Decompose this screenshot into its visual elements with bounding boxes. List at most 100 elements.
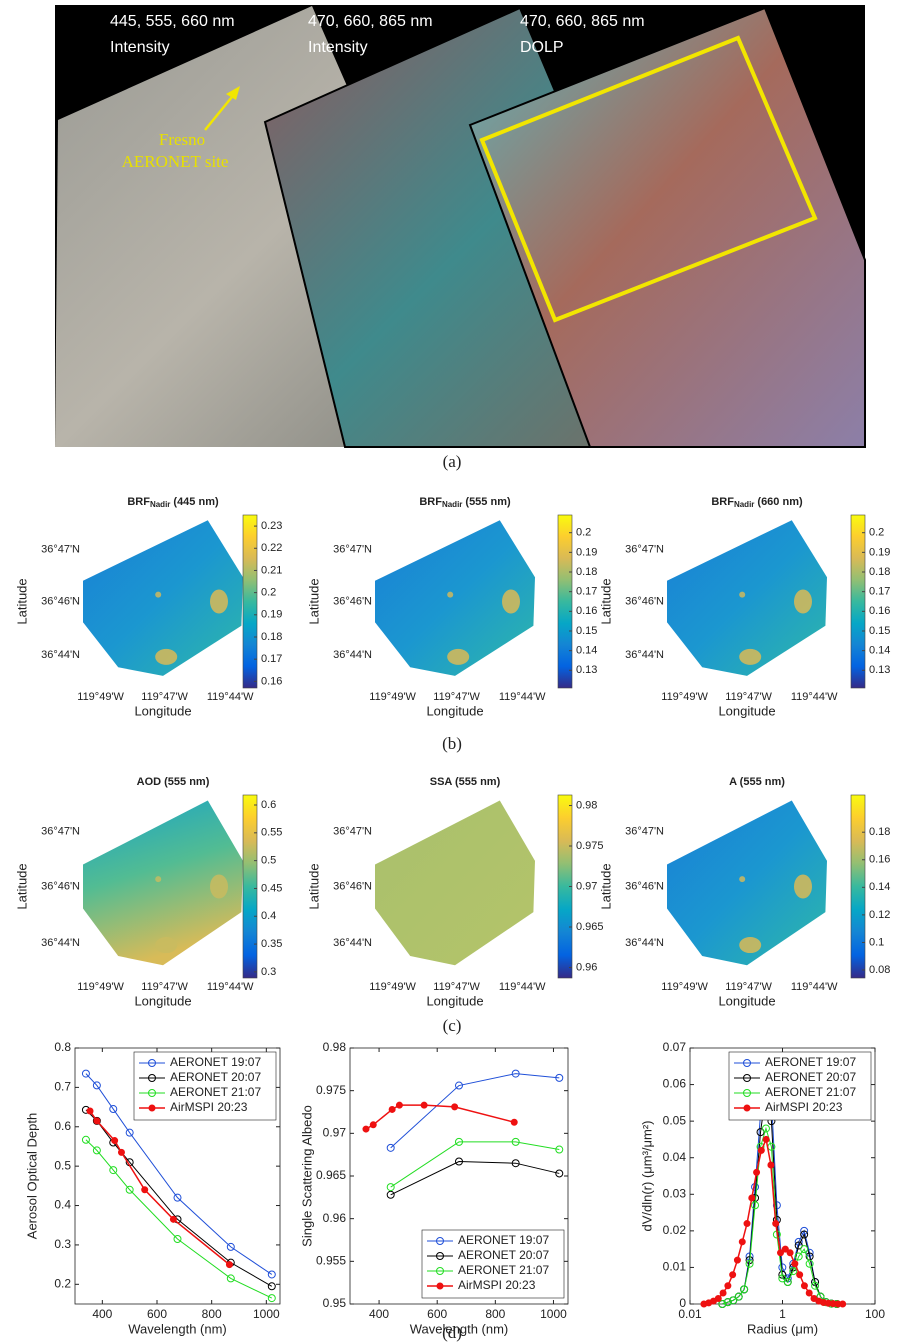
x-tick-label: 400 xyxy=(92,1307,112,1321)
data-point xyxy=(738,1238,746,1246)
lon-label: 119°49'W xyxy=(369,691,416,703)
data-point xyxy=(729,1271,737,1279)
data-point xyxy=(786,1249,794,1257)
data-point xyxy=(169,1215,177,1223)
colorbar-tick-label: 0.19 xyxy=(576,546,597,558)
map-feature xyxy=(739,648,762,665)
lon-label: 119°44'W xyxy=(791,981,838,993)
colorbar-tick-label: 0.21 xyxy=(261,564,282,576)
data-point xyxy=(92,1146,101,1155)
colorbar-tick-label: 0.17 xyxy=(869,586,890,598)
colorbar-tick-label: 0.16 xyxy=(576,605,597,617)
data-point xyxy=(369,1121,377,1129)
map-title-text: BRF xyxy=(419,496,442,508)
legend-marker xyxy=(436,1282,444,1290)
x-axis-label: Wavelength (nm) xyxy=(410,1321,509,1336)
lat-label: 36°47'N xyxy=(333,826,372,838)
colorbar-tick-label: 0.4 xyxy=(261,910,276,922)
data-point xyxy=(109,1105,118,1114)
map-title-text: A (555 nm) xyxy=(729,776,785,788)
site-label: Fresno xyxy=(159,130,205,149)
y-tick-label: 0.02 xyxy=(663,1223,687,1237)
colorbar-tick-label: 0.18 xyxy=(576,566,597,578)
data-point xyxy=(800,1245,809,1254)
legend-label: AERONET 19:07 xyxy=(170,1055,261,1069)
data-point xyxy=(386,1143,395,1152)
panel-label: (c) xyxy=(443,1016,462,1035)
colorbar-tick-label: 0.23 xyxy=(261,520,282,532)
map-title: BRFNadir (660 nm) xyxy=(711,496,803,509)
map-feature xyxy=(155,591,162,598)
x-tick-label: 1 xyxy=(779,1307,786,1321)
lon-label: 119°47'W xyxy=(141,981,188,993)
colorbar-tick-label: 0.96 xyxy=(576,961,597,973)
data-point xyxy=(729,1296,738,1305)
arrow-head xyxy=(226,86,240,100)
lat-label: 36°46'N xyxy=(41,880,80,892)
y-tick-label: 0.3 xyxy=(54,1237,71,1251)
data-point xyxy=(767,1161,775,1169)
x-tick-label: 1000 xyxy=(540,1307,567,1321)
data-point xyxy=(226,1274,235,1283)
image-label: 445, 555, 660 nm xyxy=(110,13,235,30)
image-label: DOLP xyxy=(520,39,564,56)
y-tick-label: 0.7 xyxy=(54,1080,71,1094)
series-line xyxy=(390,1141,560,1188)
data-point xyxy=(395,1101,403,1109)
colorbar-tick-label: 0.975 xyxy=(576,840,604,852)
x-tick-label: 1000 xyxy=(253,1307,280,1321)
image-label: Intensity xyxy=(110,39,170,56)
colorbar-tick-label: 0.15 xyxy=(576,625,597,637)
colorbar-tick-label: 0.18 xyxy=(869,566,890,578)
data-point xyxy=(789,1267,798,1276)
legend-label: AirMSPI 20:23 xyxy=(765,1100,843,1114)
highlight-box xyxy=(479,35,818,323)
map-title-suffix: (445 nm) xyxy=(173,496,219,508)
data-point xyxy=(718,1300,727,1308)
image-label: Intensity xyxy=(308,39,368,56)
colorbar-tick-label: 0.55 xyxy=(261,827,282,839)
legend-marker xyxy=(436,1267,444,1275)
series-line xyxy=(390,1160,560,1196)
y-axis-label: Latitude xyxy=(306,578,321,624)
map-feature xyxy=(447,648,470,665)
colorbar-tick-label: 0.6 xyxy=(261,799,276,811)
lat-label: 36°44'N xyxy=(41,649,80,661)
lat-label: 36°47'N xyxy=(41,544,80,556)
map-title-sub: Nadir xyxy=(150,500,170,509)
legend-label: AirMSPI 20:23 xyxy=(458,1278,536,1292)
colorbar-tick-label: 0.19 xyxy=(261,609,282,621)
y-tick-label: 0.4 xyxy=(54,1198,71,1212)
legend-label: AERONET 20:07 xyxy=(765,1070,856,1084)
data-point xyxy=(794,1252,803,1261)
colorbar-tick-label: 0.12 xyxy=(869,909,890,921)
lon-label: 119°49'W xyxy=(369,981,416,993)
data-point xyxy=(81,1135,90,1144)
map-title-sub: Nadir xyxy=(442,500,462,509)
lat-label: 36°46'N xyxy=(41,595,80,607)
data-point xyxy=(455,1137,463,1146)
lon-label: 119°44'W xyxy=(499,691,546,703)
x-axis-label: Longitude xyxy=(426,993,483,1008)
y-tick-label: 0.98 xyxy=(323,1040,347,1054)
x-tick-label: 600 xyxy=(427,1307,447,1321)
data-point xyxy=(511,1069,520,1078)
legend-marker xyxy=(436,1252,444,1260)
map-field xyxy=(83,520,243,676)
colorbar-tick-label: 0.08 xyxy=(869,964,890,976)
data-point xyxy=(839,1300,847,1308)
map-feature xyxy=(210,874,228,899)
data-point xyxy=(555,1145,564,1154)
legend-marker xyxy=(436,1237,444,1245)
colorbar-tick-label: 0.16 xyxy=(869,605,890,617)
legend-marker xyxy=(743,1074,751,1082)
data-point xyxy=(86,1107,94,1115)
lat-label: 36°44'N xyxy=(625,937,664,949)
image-label: 470, 660, 865 nm xyxy=(520,13,645,30)
lat-label: 36°44'N xyxy=(333,937,372,949)
data-point xyxy=(776,1249,784,1257)
map-title: AOD (555 nm) xyxy=(137,776,210,788)
legend-marker xyxy=(148,1104,156,1112)
y-tick-label: 0.975 xyxy=(316,1083,346,1097)
